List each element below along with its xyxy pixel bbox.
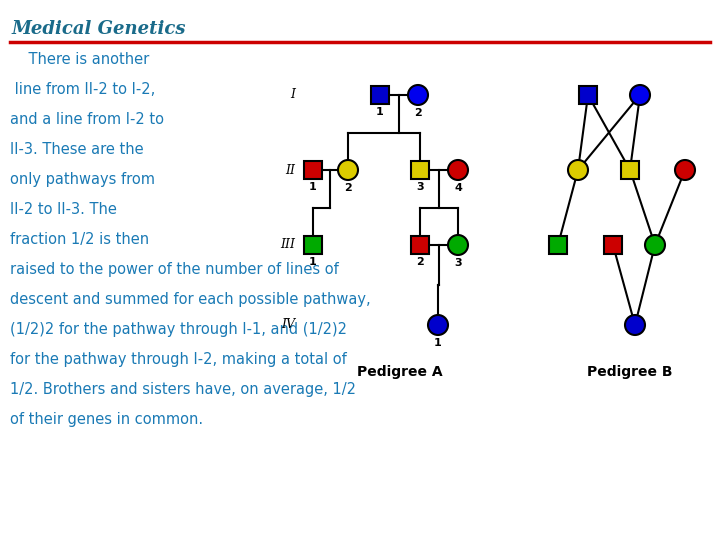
- Text: II-3. These are the: II-3. These are the: [10, 142, 143, 157]
- Text: Pedigree B: Pedigree B: [588, 365, 672, 379]
- Circle shape: [630, 85, 650, 105]
- Bar: [411, 161, 429, 179]
- Circle shape: [408, 85, 428, 105]
- Text: 2: 2: [414, 108, 422, 118]
- Bar: [371, 86, 389, 104]
- Text: fraction 1/2 is then: fraction 1/2 is then: [10, 232, 149, 247]
- Text: III: III: [280, 239, 295, 252]
- Bar: [304, 236, 322, 254]
- Text: of their genes in common.: of their genes in common.: [10, 412, 203, 427]
- Text: 1/2. Brothers and sisters have, on average, 1/2: 1/2. Brothers and sisters have, on avera…: [10, 382, 356, 397]
- Text: 1: 1: [376, 107, 384, 117]
- Bar: [304, 161, 322, 179]
- Text: for the pathway through I-2, making a total of: for the pathway through I-2, making a to…: [10, 352, 347, 367]
- Text: I: I: [290, 89, 295, 102]
- Bar: [621, 161, 639, 179]
- Circle shape: [428, 315, 448, 335]
- Text: (1/2)2 for the pathway through I-1, and (1/2)2: (1/2)2 for the pathway through I-1, and …: [10, 322, 347, 337]
- Text: and a line from I-2 to: and a line from I-2 to: [10, 112, 164, 127]
- Text: 2: 2: [416, 257, 424, 267]
- Text: line from II-2 to I-2,: line from II-2 to I-2,: [10, 82, 156, 97]
- Text: Pedigree A: Pedigree A: [357, 365, 443, 379]
- Bar: [579, 86, 597, 104]
- Text: IV: IV: [281, 319, 295, 332]
- Text: 3: 3: [454, 258, 462, 268]
- Circle shape: [675, 160, 695, 180]
- Text: 1: 1: [309, 182, 317, 192]
- Text: raised to the power of the number of lines of: raised to the power of the number of lin…: [10, 262, 338, 277]
- Circle shape: [625, 315, 645, 335]
- Text: II: II: [285, 164, 295, 177]
- Text: 3: 3: [416, 182, 424, 192]
- Circle shape: [568, 160, 588, 180]
- Text: 2: 2: [344, 183, 352, 193]
- Bar: [604, 236, 622, 254]
- Circle shape: [645, 235, 665, 255]
- Text: 1: 1: [434, 338, 442, 348]
- Circle shape: [448, 235, 468, 255]
- Text: II-2 to II-3. The: II-2 to II-3. The: [10, 202, 117, 217]
- Circle shape: [448, 160, 468, 180]
- Text: 1: 1: [309, 257, 317, 267]
- Bar: [411, 236, 429, 254]
- Text: Medical Genetics: Medical Genetics: [12, 20, 186, 38]
- Text: only pathways from: only pathways from: [10, 172, 155, 187]
- Text: There is another: There is another: [10, 52, 149, 67]
- Text: descent and summed for each possible pathway,: descent and summed for each possible pat…: [10, 292, 371, 307]
- Text: 4: 4: [454, 183, 462, 193]
- Bar: [549, 236, 567, 254]
- Circle shape: [338, 160, 358, 180]
